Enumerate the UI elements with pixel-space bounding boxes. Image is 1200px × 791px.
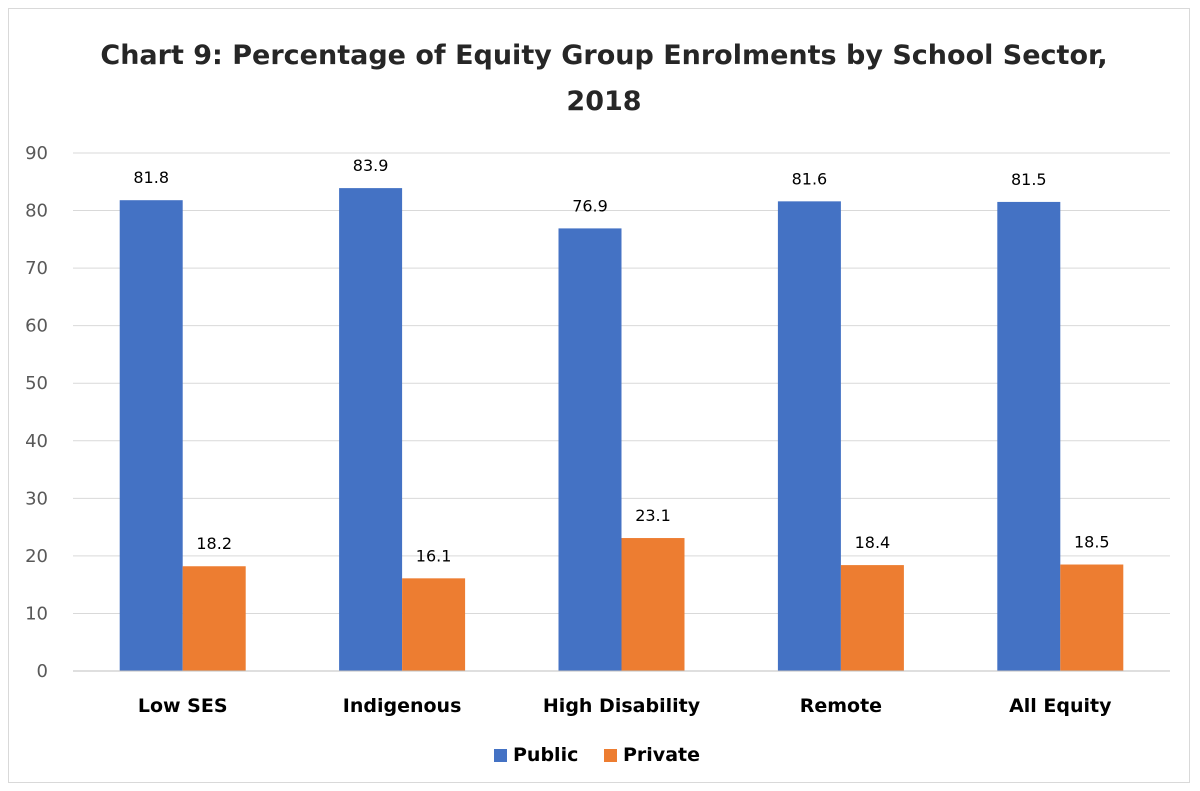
y-tick-label: 50 [25,373,48,394]
bar-private [402,578,466,671]
bar-private [621,538,685,671]
y-tick-label: 30 [25,488,48,509]
x-tick-label: All Equity [1009,695,1112,717]
data-label: 16.1 [416,546,452,565]
chart-title-line-1: Chart 9: Percentage of Equity Group Enro… [100,40,1107,71]
data-label: 81.8 [133,168,169,187]
data-label: 18.4 [855,533,891,552]
bar-public [339,188,403,671]
y-tick-label: 60 [25,316,48,337]
bar-public [558,228,622,672]
data-label: 76.9 [572,196,608,215]
bar-private [1060,564,1124,671]
bar-private [840,565,904,671]
y-tick-label: 10 [25,603,48,624]
chart-title-line-2: 2018 [566,86,641,117]
y-tick-label: 0 [37,661,48,682]
data-label: 81.5 [1011,170,1047,189]
y-tick-label: 90 [25,143,48,164]
legend-swatch-private [604,749,617,762]
axes: 0 10 20 30 40 50 60 70 80 90 Low SES Indigenous High… [25,143,1170,717]
x-tick-label: High Disability [543,695,701,717]
y-tick-label: 70 [25,258,48,279]
data-label: 83.9 [353,156,389,175]
bar-public [997,201,1061,671]
y-tick-label: 20 [25,546,48,567]
legend: Public Private [494,744,700,766]
bar-public [777,201,841,671]
bar-private [182,566,246,671]
x-tick-label: Low SES [138,695,228,717]
data-label: 23.1 [635,506,671,525]
bar-public [119,200,183,671]
data-labels: 81.8 18.2 83.9 16.1 76.9 23.1 81.6 18.4 81.5 18.5 [133,156,1109,565]
y-tick-label: 40 [25,431,48,452]
x-tick-label: Remote [800,695,882,717]
legend-label-public: Public [513,744,578,766]
bars [119,188,1124,672]
y-tick-label: 80 [25,201,48,222]
data-label: 18.5 [1074,533,1110,552]
legend-label-private: Private [623,744,700,766]
data-label: 18.2 [196,534,232,553]
data-label: 81.6 [792,169,828,188]
legend-swatch-public [494,749,507,762]
x-tick-label: Indigenous [343,695,462,717]
